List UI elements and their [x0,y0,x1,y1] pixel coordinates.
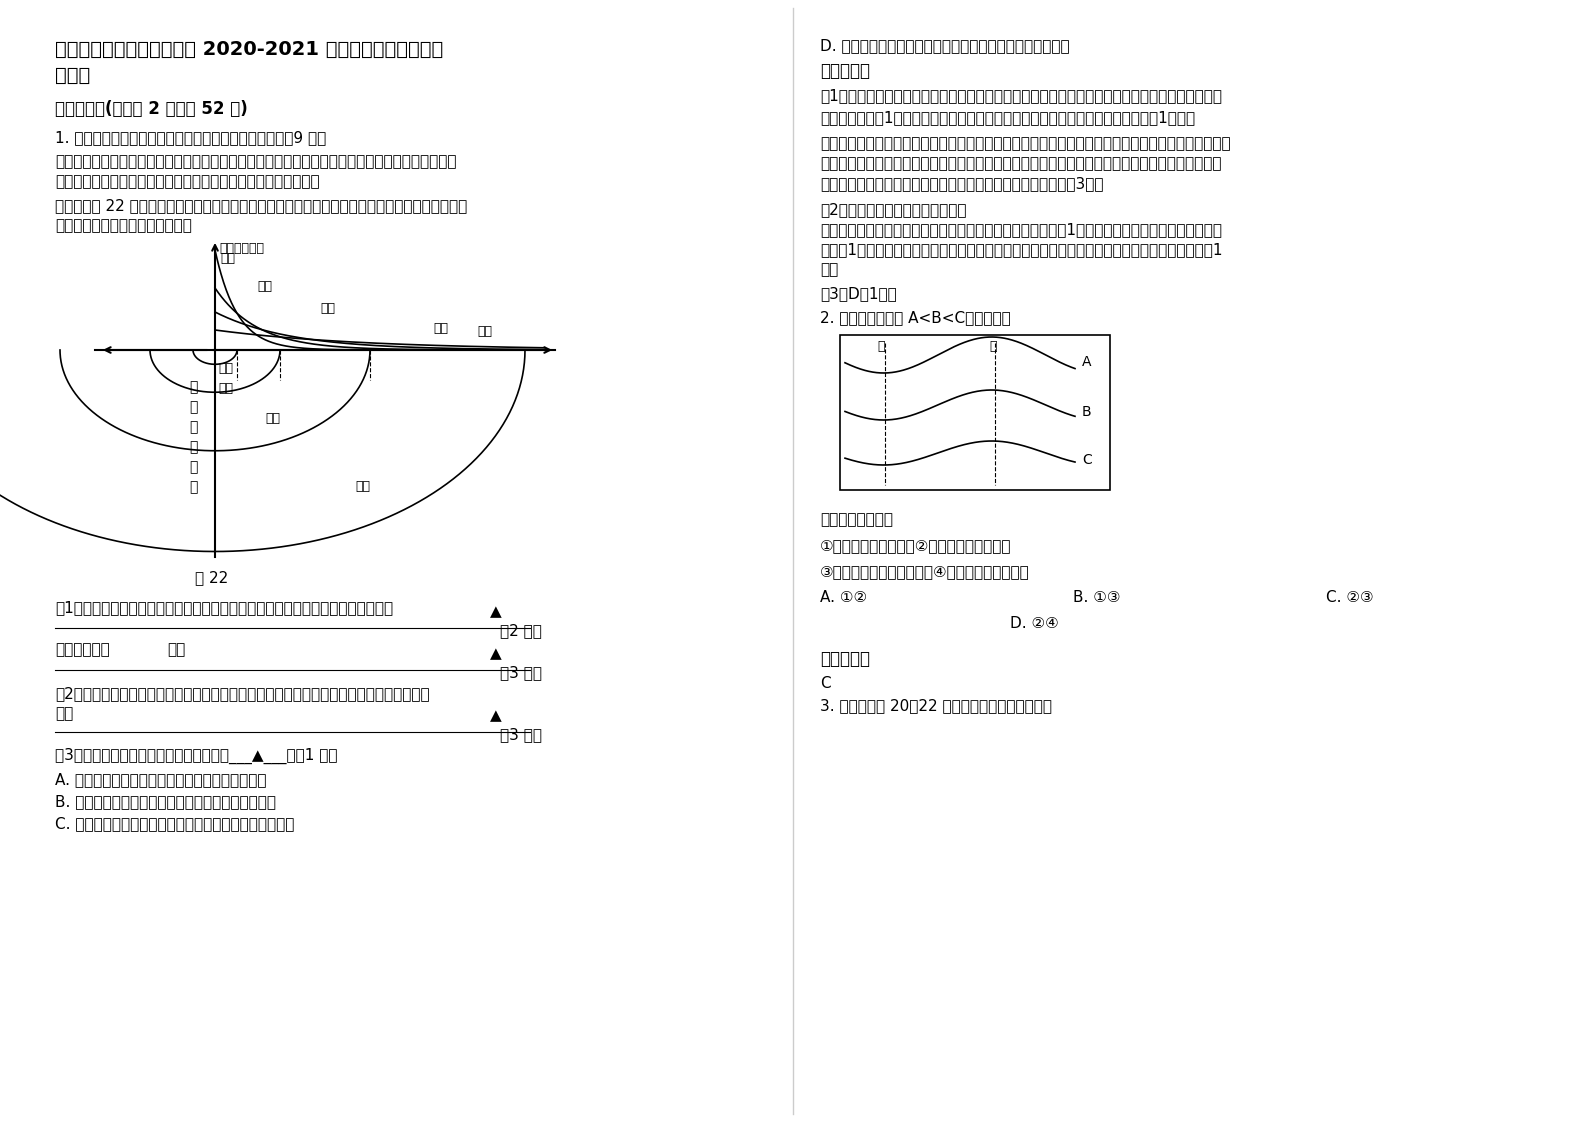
Text: 解释变化的原: 解释变化的原 [56,642,110,657]
Text: （3 分）: （3 分） [500,665,543,680]
Text: 土地利用效益: 土地利用效益 [219,242,263,255]
Text: A. 商业和工业的用地面积缩小，居住用地面积扩大: A. 商业和工业的用地面积缩小，居住用地面积扩大 [56,772,267,787]
Text: 形成原因：商业在城市中心可以创造高额利润，土地利用效益最高；随着远离市中心效益急剧下降，而: 形成原因：商业在城市中心可以创造高额利润，土地利用效益最高；随着远离市中心效益急… [820,136,1230,151]
Text: 工业: 工业 [321,302,335,315]
Text: 型: 型 [189,480,197,494]
Text: C: C [820,675,830,691]
Text: 材料二：图 22 为商业、居住、工业和农业土地利用效益曲线及其在城市空间中对应的商业、居住、: 材料二：图 22 为商业、居住、工业和农业土地利用效益曲线及其在城市空间中对应的… [56,197,467,213]
Text: （2）从地租支付能力的角度分析：: （2）从地租支付能力的角度分析： [820,202,966,217]
Text: 参考答案：: 参考答案： [820,650,870,668]
Text: （3）随着城市规模扩大和地价上涨将导致___▲___。（1 分）: （3）随着城市规模扩大和地价上涨将导致___▲___。（1 分） [56,748,338,764]
Text: 地: 地 [189,401,197,414]
Text: 类: 类 [189,460,197,473]
Text: 争中选择适合自己的空间位置，从而形成了土地利用的空间结构。: 争中选择适合自己的空间位置，从而形成了土地利用的空间结构。 [56,174,319,188]
Text: 工业: 工业 [265,412,279,425]
Text: ▲: ▲ [490,604,501,619]
Text: 一、选择题(每小题 2 分，共 52 分): 一、选择题(每小题 2 分，共 52 分) [56,100,248,118]
Text: 的。: 的。 [56,706,73,721]
Text: C. 商业、居住和工业的用地面积均扩大，商业扩大得最多: C. 商业、居住和工业的用地面积均扩大，商业扩大得最多 [56,816,294,831]
Text: B: B [1082,405,1092,419]
Text: 因：: 因： [167,642,186,657]
Text: （1）说明城市商业、居住、工业和农业土地利用效益从城市中心向外的变化规律。: （1）说明城市商业、居住、工业和农业土地利用效益从城市中心向外的变化规律。 [56,600,394,615]
Text: ③甲为山脊线，乙为山谷线④甲为山谷，乙为山脊: ③甲为山脊线，乙为山谷线④甲为山谷，乙为山脊 [820,564,1030,579]
Text: 农业: 农业 [433,322,448,335]
Text: 居住: 居住 [257,280,271,293]
Text: 此时居住用地效益超过了商业用地的效益；在城市外围，居住用地的效益被工业用地超过；由于城市: 此时居住用地效益超过了商业用地的效益；在城市外围，居住用地的效益被工业用地超过；… [820,156,1222,171]
Text: 商业: 商业 [221,252,235,265]
Text: 参考答案：: 参考答案： [820,62,870,80]
Text: 陕西省西安市第四十七中学 2020-2021 学年高三地理联考试题: 陕西省西安市第四十七中学 2020-2021 学年高三地理联考试题 [56,40,443,59]
Text: ▲: ▲ [490,646,501,661]
Text: 农业: 农业 [355,480,370,493]
Text: 距离: 距离 [478,325,492,338]
Text: 居住: 居住 [217,381,233,395]
Text: 甲: 甲 [878,340,884,353]
Text: B. ①③: B. ①③ [1073,590,1120,605]
Text: 图 22: 图 22 [195,570,229,585]
Text: 分）: 分） [820,263,838,277]
Text: 2. 下面等值线图中 A<B<C，据此回答: 2. 下面等值线图中 A<B<C，据此回答 [820,310,1011,325]
Text: A. ①②: A. ①② [820,590,867,605]
Text: 集聚效应的减弱，最后农业用地的效益超越了工业用地的效益（3分）: 集聚效应的减弱，最后农业用地的效益超越了工业用地的效益（3分） [820,176,1103,191]
Text: （1）土地利用效益的变化规律：商业、居住、工业和农业的土地利用效益都呈现出从城市中心向郊: （1）土地利用效益的变化规律：商业、居住、工业和农业的土地利用效益都呈现出从城市… [820,88,1222,103]
Text: 商业: 商业 [217,362,233,375]
Text: D. ②④: D. ②④ [1009,616,1059,631]
Text: 材料一：由于城市土地资源有限，城市中的各种经济活动必须通过土地成本与经济效益的比较，在竞: 材料一：由于城市土地资源有限，城市中的各种经济活动必须通过土地成本与经济效益的比… [56,154,457,169]
Text: C: C [1082,453,1092,467]
Text: 用: 用 [189,440,197,454]
Text: 土: 土 [189,380,197,394]
Bar [840,335,1109,490]
Text: 工业和农业用地的空间分异状况。: 工业和农业用地的空间分异状况。 [56,218,192,233]
Text: A: A [1082,355,1092,369]
Text: 区递减的特征（1分）。但递减速度不同，商业最快，居住、工业和农业依次减慢（1分）。: 区递减的特征（1分）。但递减速度不同，商业最快，居住、工业和农业依次减慢（1分）… [820,110,1195,125]
Text: B. 商业和居住的用地面积缩小，工业的用地面积扩大: B. 商业和居住的用地面积缩小，工业的用地面积扩大 [56,794,276,809]
Text: 土地利用效益越高的经济活动，其支付地价的能力也越强；（1分）总体上，地价由市中心向外围递: 土地利用效益越高的经济活动，其支付地价的能力也越强；（1分）总体上，地价由市中心… [820,222,1222,237]
Text: 假如是等高线，则: 假如是等高线，则 [820,512,893,527]
Text: （2）从地租支付能力的角度分析四类经济活动如何在城市空间中形成土地利用的同心圆结构: （2）从地租支付能力的角度分析四类经济活动如何在城市空间中形成土地利用的同心圆结… [56,686,430,701]
Text: 乙: 乙 [989,340,997,353]
Text: ▲: ▲ [490,708,501,723]
Text: D. 商业、居住的用地面积扩大，部分工业用地转变为居住地: D. 商业、居住的用地面积扩大，部分工业用地转变为居住地 [820,38,1070,53]
Text: （2 分）: （2 分） [500,623,541,638]
Text: C. ②③: C. ②③ [1327,590,1374,605]
Text: ①甲处可能有河流发育②乙处可能有河流发育: ①甲处可能有河流发育②乙处可能有河流发育 [820,539,1011,553]
Text: 利: 利 [189,420,197,434]
Text: 1. 阅读关于城市空间分异的相关图文资料，回答问题。（9 分）: 1. 阅读关于城市空间分异的相关图文资料，回答问题。（9 分） [56,130,327,145]
Text: （3 分）: （3 分） [500,727,543,742]
Text: 含解析: 含解析 [56,66,90,85]
Text: 减；（1分）由于商业、居住、工业和农业的用地效益依次降低，其支付地价的能力也依次减弱（1: 减；（1分）由于商业、居住、工业和农业的用地效益依次降低，其支付地价的能力也依次… [820,242,1222,257]
Text: （3）D（1分）: （3）D（1分） [820,286,897,301]
Text: 3. 读图，判断 20～22 题。（阴影部分表示黑夜）: 3. 读图，判断 20～22 题。（阴影部分表示黑夜） [820,698,1052,712]
